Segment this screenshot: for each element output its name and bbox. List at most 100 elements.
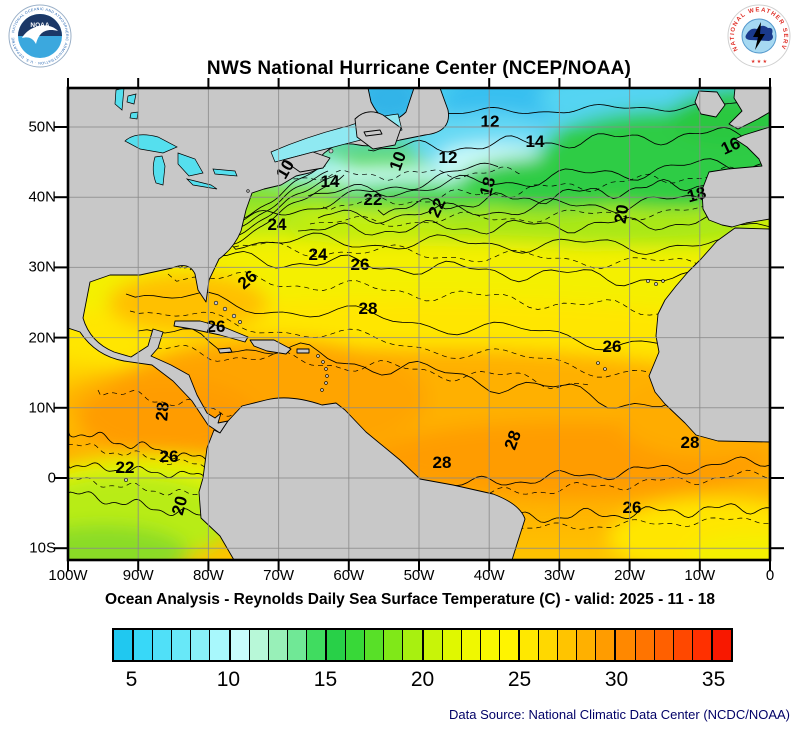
colorbar-cell xyxy=(228,630,249,660)
colorbar-cell xyxy=(576,630,596,660)
isotherm-label: 26 xyxy=(623,498,642,517)
isotherm-line-dashed xyxy=(68,477,224,503)
lon-label: 20W xyxy=(614,567,646,584)
nws-lightning-bolt xyxy=(753,22,765,50)
colorbar-cell xyxy=(383,630,403,660)
isotherm-label: 22 xyxy=(116,458,135,477)
colorbar-cell xyxy=(672,630,692,660)
axis-ticks xyxy=(54,78,784,571)
lat-label: 50N xyxy=(28,118,56,136)
land-anticosti xyxy=(363,129,383,137)
sst-blob xyxy=(688,534,770,560)
colorbar-cell xyxy=(325,630,346,660)
isotherm-line-solid xyxy=(137,328,770,429)
isotherm-line-solid xyxy=(317,195,770,224)
colorbar-cell xyxy=(479,630,499,660)
lat-label: 0 xyxy=(47,469,56,487)
colorbar-cell xyxy=(171,630,191,660)
isotherm-line-dashed xyxy=(447,469,770,503)
isotherm-label: 28 xyxy=(152,401,173,422)
isotherm-label: 22 xyxy=(364,190,383,209)
isotherm-label: 26 xyxy=(603,337,622,356)
land-puerto-rico xyxy=(296,348,310,354)
colorbar-cell xyxy=(421,630,442,660)
lat-label: 10N xyxy=(28,399,56,417)
lon-label: 70W xyxy=(263,567,295,584)
page-title: NWS National Hurricane Center (NCEP/NOAA… xyxy=(206,58,632,79)
lon-label: 0 xyxy=(765,567,775,584)
colorbar-tick-label: 20 xyxy=(410,668,435,691)
lon-label: 80W xyxy=(192,567,224,584)
land-south-america xyxy=(198,397,526,560)
isotherm-line-solid xyxy=(297,213,770,236)
land-hispaniola xyxy=(249,339,292,355)
sst-blob xyxy=(328,182,508,210)
land-great-britain xyxy=(728,88,770,130)
colorbar-tick-labels: 5 10 15 20 25 30 35 xyxy=(112,668,733,694)
colorbar-cell xyxy=(517,630,539,660)
land-nova-scotia xyxy=(282,151,331,173)
colorbar-cell xyxy=(441,630,461,660)
lat-label: 40N xyxy=(28,188,56,206)
lon-label: 40W xyxy=(473,567,505,584)
isotherm-line-dashed xyxy=(233,241,770,273)
isotherm-line-solid xyxy=(202,250,770,291)
noaa-logo: NATIONAL OCEANIC AND ATMOSPHERIC ADMINIS… xyxy=(8,4,72,68)
colorbar-cell xyxy=(538,630,558,660)
isotherm-label: 26 xyxy=(351,255,370,274)
noaa-center-text: NOAA xyxy=(30,22,49,29)
isotherm-line-solid xyxy=(497,503,770,523)
isotherm-label: 26 xyxy=(160,447,179,466)
data-source-note: Data Source: National Climatic Data Cent… xyxy=(449,707,790,722)
colorbar-cell xyxy=(460,630,480,660)
lat-label: 30N xyxy=(28,258,56,276)
colorbar-cell xyxy=(402,630,422,660)
colorbar-cell xyxy=(710,630,731,660)
isotherm-label: 18 xyxy=(476,175,499,198)
lon-label: 60W xyxy=(333,567,365,584)
lat-label: 10S xyxy=(29,539,56,557)
isotherm-label: 18 xyxy=(685,183,708,206)
isotherm-line-solid xyxy=(367,126,770,153)
lon-label: 50W xyxy=(403,567,435,584)
noaa-seagull xyxy=(22,25,58,44)
lon-label: 90W xyxy=(122,567,154,584)
isotherm-line-dashed xyxy=(97,389,279,425)
colorbar-cell xyxy=(132,630,153,660)
isotherm-label: 28 xyxy=(359,299,378,318)
isotherm-label: 14 xyxy=(526,132,545,151)
colorbar-cell xyxy=(634,630,654,660)
land-ireland xyxy=(694,90,726,118)
colorbar-cell xyxy=(691,630,711,660)
nws-logo: NATIONAL WEATHER SERVICE ★ ★ ★ xyxy=(727,4,791,68)
isotherm-label: 24 xyxy=(309,245,328,264)
isotherm-label: 20 xyxy=(168,494,191,517)
grid-lines xyxy=(68,88,770,560)
colorbar-cell xyxy=(286,630,306,660)
map-frame xyxy=(66,86,772,562)
isotherm-line-solid xyxy=(307,158,770,198)
colorbar-tick-label: 25 xyxy=(507,668,532,691)
colorbar-cell xyxy=(267,630,287,660)
isotherm-line-solid xyxy=(227,232,770,255)
lon-label: 30W xyxy=(543,567,575,584)
colorbar-cell xyxy=(114,630,133,660)
isotherm-label: 26 xyxy=(207,317,226,336)
colorbar-cell xyxy=(345,630,365,660)
isotherm-line-dashed xyxy=(322,166,770,211)
isotherm-line-dashed xyxy=(309,205,770,227)
nws-ring-stars: ★ ★ ★ xyxy=(751,59,768,65)
colorbar-cell xyxy=(557,630,577,660)
isotherm-line-solid xyxy=(427,456,770,493)
land-france-iberia xyxy=(701,126,770,228)
isotherm-label: 24 xyxy=(268,215,287,234)
isotherm-label: 20 xyxy=(611,203,633,225)
colorbar-tick-label: 35 xyxy=(701,668,726,691)
colorbar-cell xyxy=(190,630,210,660)
colorbar-cell xyxy=(209,630,229,660)
lon-label: 100W xyxy=(48,567,88,584)
lat-label: 20N xyxy=(28,329,56,347)
